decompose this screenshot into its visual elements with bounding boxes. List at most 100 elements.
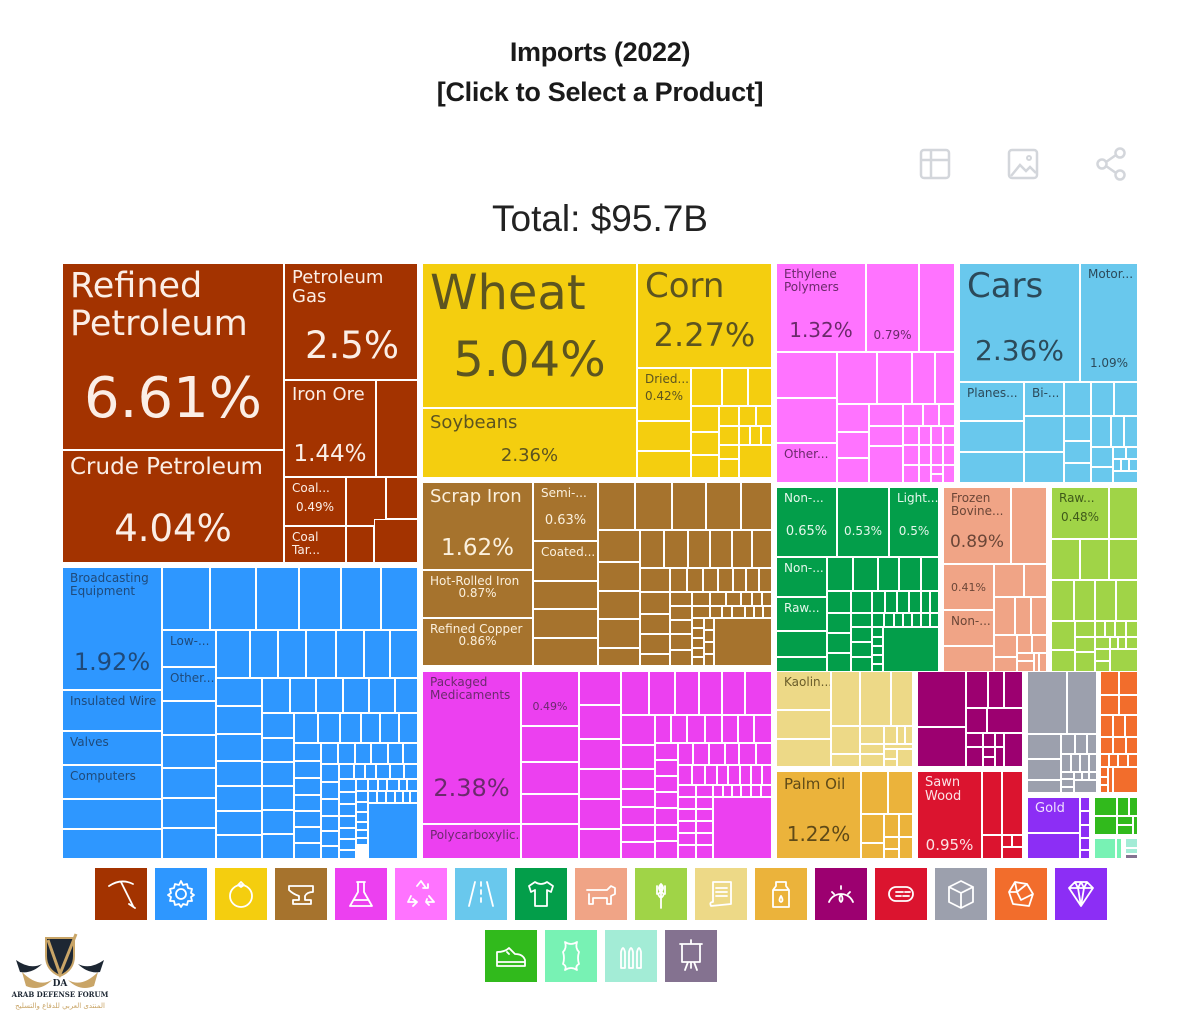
treemap-cell[interactable] xyxy=(733,568,746,592)
treemap-cell[interactable] xyxy=(365,764,376,779)
treemap-cell[interactable] xyxy=(216,811,262,835)
treemap-cell[interactable] xyxy=(390,764,404,779)
treemap-cell[interactable] xyxy=(1100,777,1108,785)
treemap-cell[interactable] xyxy=(939,404,955,426)
treemap-cell[interactable] xyxy=(776,710,831,739)
treemap-cell[interactable] xyxy=(710,606,722,618)
treemap-cell[interactable] xyxy=(368,791,377,803)
treemap-cell[interactable] xyxy=(162,768,216,798)
treemap-cell[interactable]: Motor... 1.09% xyxy=(1080,263,1138,382)
treemap-cell[interactable] xyxy=(899,814,913,837)
treemap-cell[interactable] xyxy=(386,477,418,519)
treemap-cell[interactable] xyxy=(903,426,919,445)
treemap-cell[interactable] xyxy=(262,738,294,762)
treemap-cell[interactable] xyxy=(1039,653,1047,672)
treemap-cell[interactable]: Wheat 5.04% xyxy=(422,263,637,408)
treemap-cell[interactable] xyxy=(869,446,903,483)
treemap-cell[interactable] xyxy=(640,654,670,666)
treemap-cell[interactable] xyxy=(1051,539,1080,580)
treemap-cell[interactable] xyxy=(368,779,378,791)
treemap-cell[interactable] xyxy=(306,630,336,678)
treemap-cell[interactable] xyxy=(294,761,321,778)
treemap-cell[interactable]: Broadcasting Equipment 1.92% xyxy=(62,567,162,690)
treemap-cell[interactable] xyxy=(1017,635,1032,653)
treemap-cell[interactable] xyxy=(1087,734,1097,754)
treemap-cell[interactable] xyxy=(521,794,579,824)
treemap-cell[interactable] xyxy=(62,829,162,859)
treemap-cell[interactable] xyxy=(210,567,256,630)
treemap-cell[interactable] xyxy=(756,406,772,426)
treemap-cell[interactable] xyxy=(726,592,741,606)
treemap-cell[interactable] xyxy=(621,671,649,715)
treemap-cell[interactable] xyxy=(356,791,368,802)
treemap-cell[interactable]: Non-... 0.65% xyxy=(776,487,837,557)
treemap-cell[interactable] xyxy=(1075,652,1095,672)
treemap-cell[interactable] xyxy=(321,782,339,799)
treemap-cell[interactable] xyxy=(675,671,699,715)
treemap-cell[interactable] xyxy=(1126,737,1138,754)
treemap-cell[interactable] xyxy=(831,726,860,754)
treemap-cell[interactable] xyxy=(299,567,341,630)
treemap-cell[interactable] xyxy=(1117,816,1133,825)
treemap-cell[interactable] xyxy=(346,477,386,526)
treemap-cell[interactable] xyxy=(262,834,294,859)
treemap-cell[interactable] xyxy=(162,798,216,828)
treemap-cell[interactable] xyxy=(921,591,930,613)
treemap-cell[interactable] xyxy=(262,678,290,713)
treemap-cell[interactable] xyxy=(294,778,321,795)
treemap-cell[interactable] xyxy=(1002,771,1023,835)
treemap-cell[interactable] xyxy=(884,613,894,627)
treemap-cell[interactable] xyxy=(371,743,388,764)
treemap-cell[interactable] xyxy=(338,743,355,764)
treemap-cell[interactable] xyxy=(339,816,356,828)
treemap-cell[interactable]: Refined Petroleum 6.61% xyxy=(62,263,284,450)
treemap-cell[interactable] xyxy=(1011,487,1047,564)
treemap-cell[interactable] xyxy=(692,618,704,628)
treemap-cell[interactable] xyxy=(635,482,672,530)
treemap-cell[interactable] xyxy=(216,786,262,811)
legend-item[interactable] xyxy=(275,868,327,920)
treemap-cell[interactable] xyxy=(739,426,750,445)
treemap-cell[interactable] xyxy=(339,764,354,779)
treemap-cell[interactable] xyxy=(1119,671,1138,695)
treemap-cell[interactable] xyxy=(761,426,772,445)
treemap-cell[interactable] xyxy=(346,526,374,563)
treemap-cell[interactable] xyxy=(1004,733,1023,767)
treemap-cell[interactable] xyxy=(1071,754,1080,772)
treemap-cell[interactable] xyxy=(294,827,321,843)
treemap-cell[interactable] xyxy=(162,828,216,859)
treemap-cell[interactable] xyxy=(321,831,339,846)
treemap-cell[interactable] xyxy=(717,765,728,785)
share-button[interactable] xyxy=(1092,144,1132,184)
treemap-cell[interactable] xyxy=(739,445,772,478)
treemap-cell[interactable] xyxy=(837,404,869,432)
treemap-cell[interactable]: Palm Oil 1.22% xyxy=(776,771,861,859)
treemap-cell[interactable] xyxy=(533,581,598,609)
treemap-cell[interactable] xyxy=(1080,825,1090,838)
legend-item[interactable] xyxy=(395,868,447,920)
treemap-cell[interactable] xyxy=(837,458,869,483)
treemap-cell[interactable] xyxy=(1100,767,1108,777)
treemap-cell[interactable]: Raw... xyxy=(776,597,827,631)
treemap-cell[interactable] xyxy=(763,606,772,618)
treemap-cell[interactable] xyxy=(1133,816,1138,835)
treemap-cell[interactable] xyxy=(860,726,884,744)
treemap-cell[interactable] xyxy=(678,785,696,797)
treemap-cell[interactable] xyxy=(655,808,678,825)
treemap-cell[interactable] xyxy=(1110,637,1118,649)
treemap-cell[interactable]: Cars 2.36% xyxy=(959,263,1080,382)
treemap-cell[interactable] xyxy=(1113,447,1126,459)
treemap-cell[interactable] xyxy=(598,562,640,591)
treemap-cell[interactable] xyxy=(776,631,827,657)
treemap-cell[interactable] xyxy=(655,841,678,859)
treemap-cell[interactable] xyxy=(1091,467,1113,483)
treemap-cell[interactable] xyxy=(403,743,418,764)
treemap-cell[interactable] xyxy=(919,445,931,465)
treemap-cell[interactable] xyxy=(1115,621,1126,637)
treemap-cell[interactable] xyxy=(340,713,361,743)
treemap-cell[interactable] xyxy=(356,830,368,838)
treemap-cell[interactable] xyxy=(407,779,418,791)
treemap-cell[interactable] xyxy=(883,627,939,672)
treemap-cell[interactable] xyxy=(692,648,704,657)
treemap-cell[interactable] xyxy=(1116,838,1122,859)
